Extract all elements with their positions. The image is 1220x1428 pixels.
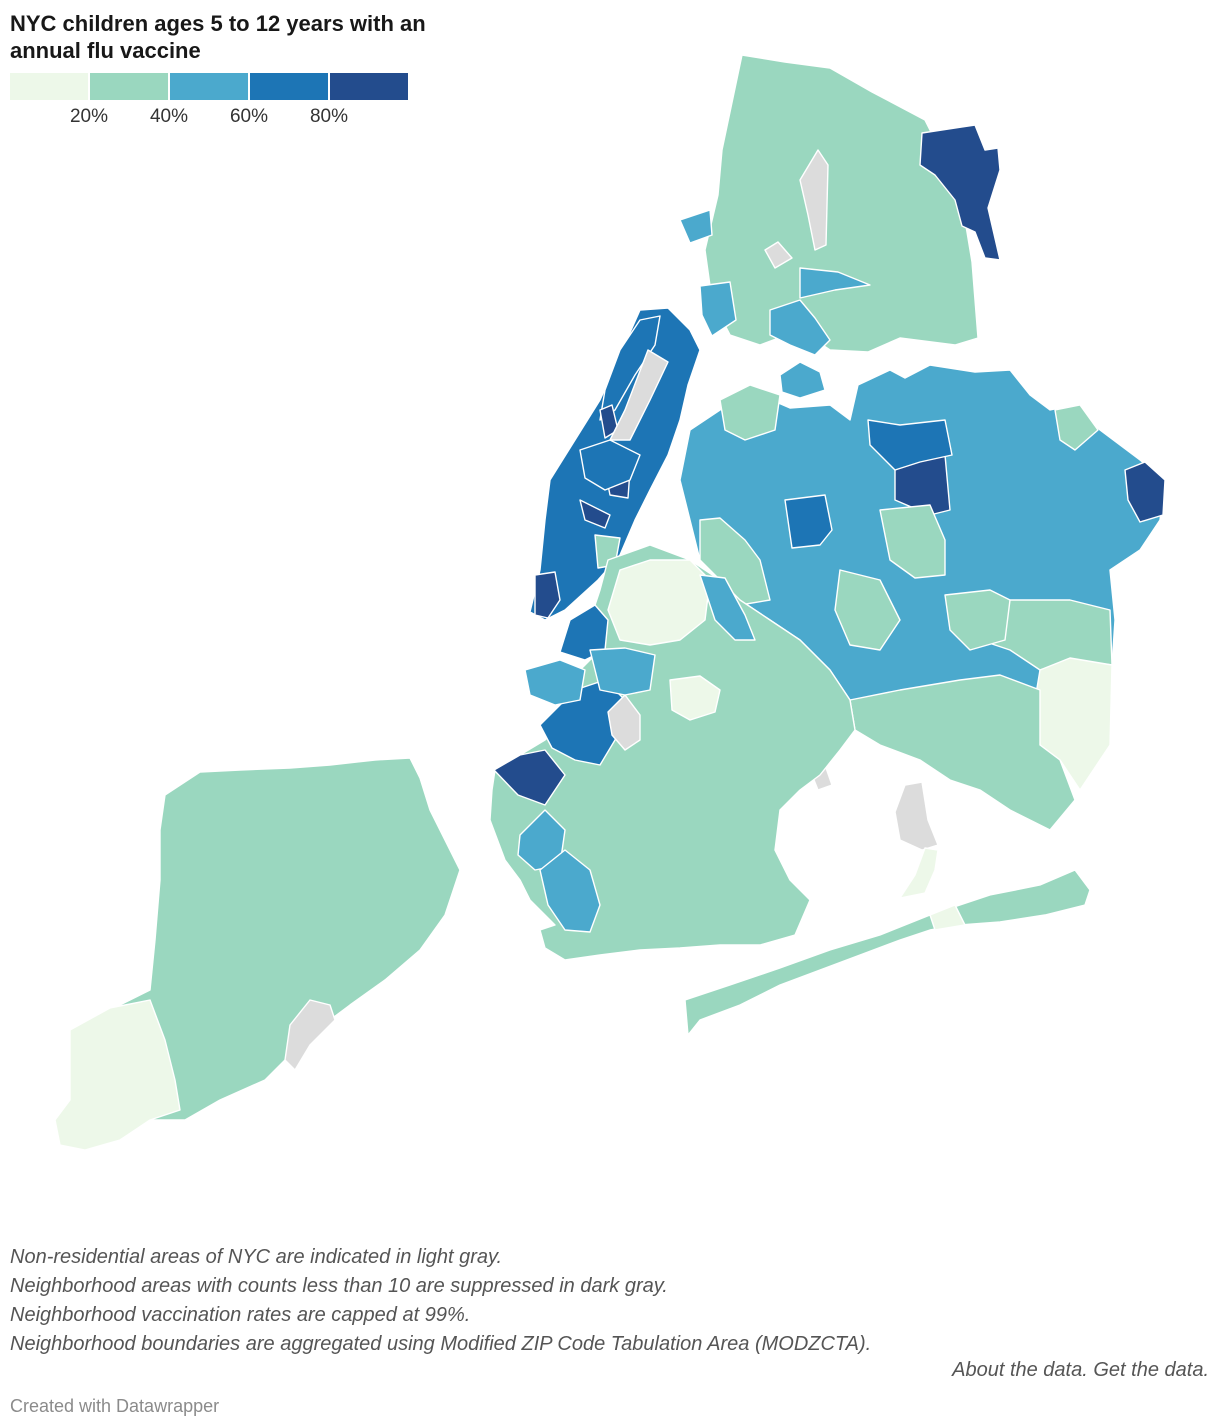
area-rockaway[interactable] [684,869,1091,1036]
area-brooklyn-parkslope-blue[interactable] [589,647,656,696]
area-central-park[interactable] [609,349,669,441]
map-title: NYC children ages 5 to 12 years with an … [10,11,426,63]
area-queens-mid-dkblue[interactable] [784,494,833,549]
area-bronx-north-blue[interactable] [679,209,713,244]
area-queens-center-green[interactable] [879,504,946,579]
area-bronx[interactable] [704,54,979,353]
area-manhattan-uws[interactable] [599,315,661,421]
area-queens-green-4[interactable] [944,589,1011,651]
area-queens-green-2[interactable] [834,569,901,651]
area-queens-west-green[interactable] [699,517,771,606]
nyc-choropleth-map [54,54,1166,1151]
area-brooklyn-north-light[interactable] [607,559,711,646]
legend-swatch-60-80 [250,73,328,100]
legend-swatch-40-60 [170,73,248,100]
area-queens-northeast-green[interactable] [1054,404,1099,451]
legend-tick-80: 80% [309,106,349,127]
legend-swatch-0-20 [10,73,88,100]
legend-swatches [10,73,410,100]
area-bronx-west-blue[interactable] [699,281,737,337]
area-rockaway-light[interactable] [929,904,966,931]
area-brooklyn-redhook-blue[interactable] [524,659,586,706]
legend-tick-40: 40% [149,106,189,127]
footnotes: Non-residential areas of NYC are indicat… [10,1243,1210,1359]
area-brooklyn-suppressed[interactable] [607,694,641,751]
area-brooklyn-center-light[interactable] [669,675,721,721]
area-bronx-suppressed-2[interactable] [764,241,793,269]
area-staten-island-south-light[interactable] [54,999,181,1151]
area-queens-north-dkblue[interactable] [867,419,953,471]
area-queens-south-green[interactable] [849,674,1076,831]
area-bronx-south-blue[interactable] [769,299,831,356]
note-suppressed: Neighborhood areas with counts less than… [10,1275,668,1297]
data-links: About the data. Get the data. [952,1359,1209,1382]
note-nonresidential: Non-residential areas of NYC are indicat… [10,1246,503,1268]
area-queens-green-3[interactable] [719,384,781,441]
area-bronx-east[interactable] [919,124,1001,261]
color-legend: 20% 40% 60% 80% [10,73,410,133]
legend-swatch-20-40 [90,73,168,100]
area-rikers[interactable] [779,361,826,399]
legend-swatch-80-99 [330,73,408,100]
legend-tick-20: 20% [69,106,109,127]
area-bronx-suppressed[interactable] [799,149,829,251]
note-capped: Neighborhood vaccination rates are cappe… [10,1304,471,1326]
area-bronx-center-blue[interactable] [799,267,871,299]
area-jamaica-bay[interactable] [894,781,939,851]
area-queens-east-dark[interactable] [1124,461,1166,523]
area-broad-channel[interactable] [899,847,939,899]
area-brooklyn-williamsburg-blue[interactable] [699,574,756,641]
area-brooklyn-bay-ridge-dark[interactable] [493,749,566,806]
area-manhattan-les-dark[interactable] [579,499,611,529]
note-modzcta: Neighborhood boundaries are aggregated u… [10,1333,872,1355]
get-the-data-link[interactable]: Get the data. [1093,1359,1209,1381]
area-brooklyn-gravesend-blue[interactable] [539,849,601,933]
datawrapper-credit[interactable]: Created with Datawrapper [10,1396,220,1416]
about-the-data-link[interactable]: About the data. [952,1359,1088,1381]
legend-tick-60: 60% [229,106,269,127]
area-staten-island-suppressed[interactable] [284,999,336,1071]
area-brooklyn-sunset-dkblue[interactable] [539,679,626,766]
area-manhattan-lower-dark[interactable] [534,571,561,619]
